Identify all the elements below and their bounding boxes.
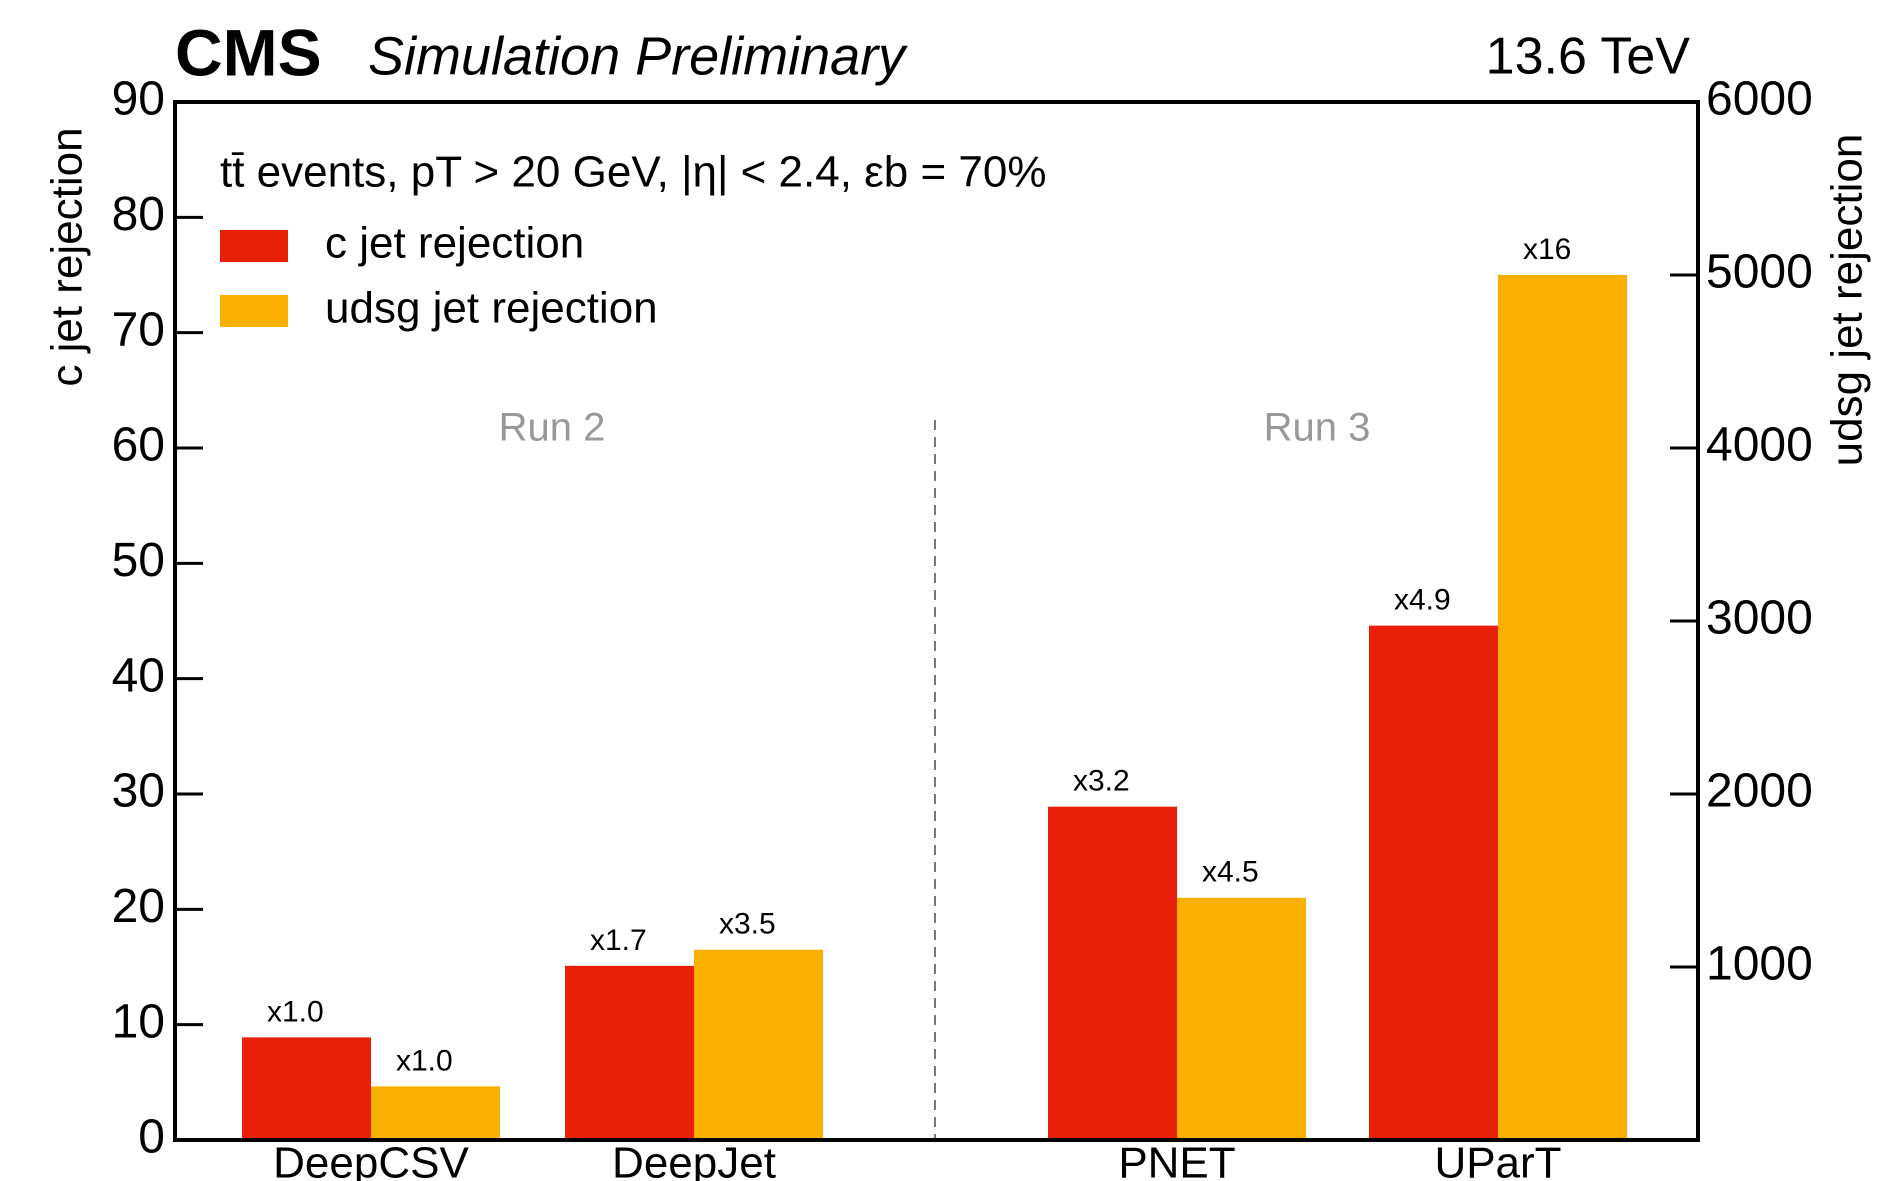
bar-label: x3.5 — [719, 908, 776, 941]
y-tick-label: 10 — [112, 995, 165, 1048]
bar — [1369, 625, 1498, 1140]
y-tick-label: 30 — [112, 765, 165, 818]
y-tick-label: 0 — [138, 1111, 165, 1164]
x-tick-label: UParT — [1434, 1139, 1561, 1181]
group-label: Run 3 — [1264, 406, 1371, 450]
y2-tick-label: 5000 — [1706, 246, 1813, 299]
chart-subtitle: Simulation Preliminary — [368, 26, 908, 86]
y-tick-label: 70 — [112, 303, 165, 356]
bar-label: x1.0 — [267, 995, 324, 1028]
group-label: Run 2 — [499, 406, 606, 450]
legend-swatch — [220, 230, 288, 262]
legend-label: c jet rejection — [325, 219, 584, 268]
x-tick-label: DeepCSV — [273, 1139, 469, 1181]
x-tick-label: PNET — [1118, 1139, 1235, 1181]
y2-tick-label: 4000 — [1706, 419, 1813, 472]
bar — [565, 965, 694, 1140]
y-tick-label: 60 — [112, 419, 165, 472]
bar — [242, 1037, 371, 1140]
y2-tick-label: 6000 — [1706, 73, 1813, 126]
bar-label: x3.2 — [1073, 765, 1130, 798]
chart-title: CMS — [175, 15, 322, 89]
y2-axis-label: udsg jet rejection — [1823, 134, 1872, 467]
bar — [1498, 275, 1627, 1140]
annotation: tt̄ events, pT > 20 GeV, |η| < 2.4, εb =… — [220, 148, 1046, 197]
legend-swatch — [220, 295, 288, 327]
bar — [1177, 897, 1306, 1140]
bar-label: x16 — [1523, 233, 1571, 266]
y-tick-label: 40 — [112, 649, 165, 702]
y-tick-label: 50 — [112, 534, 165, 587]
bar-label: x4.5 — [1202, 856, 1259, 889]
x-tick-label: DeepJet — [612, 1139, 776, 1181]
y-axis-label: c jet rejection — [43, 127, 92, 386]
bar-label: x1.7 — [590, 924, 647, 957]
y2-tick-label: 1000 — [1706, 938, 1813, 991]
y-tick-label: 80 — [112, 188, 165, 241]
bar-label: x4.9 — [1394, 584, 1451, 617]
bar — [694, 949, 823, 1140]
y2-tick-label: 2000 — [1706, 765, 1813, 818]
bar-label: x1.0 — [396, 1044, 453, 1077]
y-tick-label: 90 — [112, 73, 165, 126]
bar — [1048, 806, 1177, 1140]
bar — [371, 1086, 500, 1140]
energy-label: 13.6 TeV — [1486, 28, 1691, 86]
y2-tick-label: 3000 — [1706, 592, 1813, 645]
legend-label: udsg jet rejection — [325, 284, 658, 333]
y-tick-label: 20 — [112, 880, 165, 933]
